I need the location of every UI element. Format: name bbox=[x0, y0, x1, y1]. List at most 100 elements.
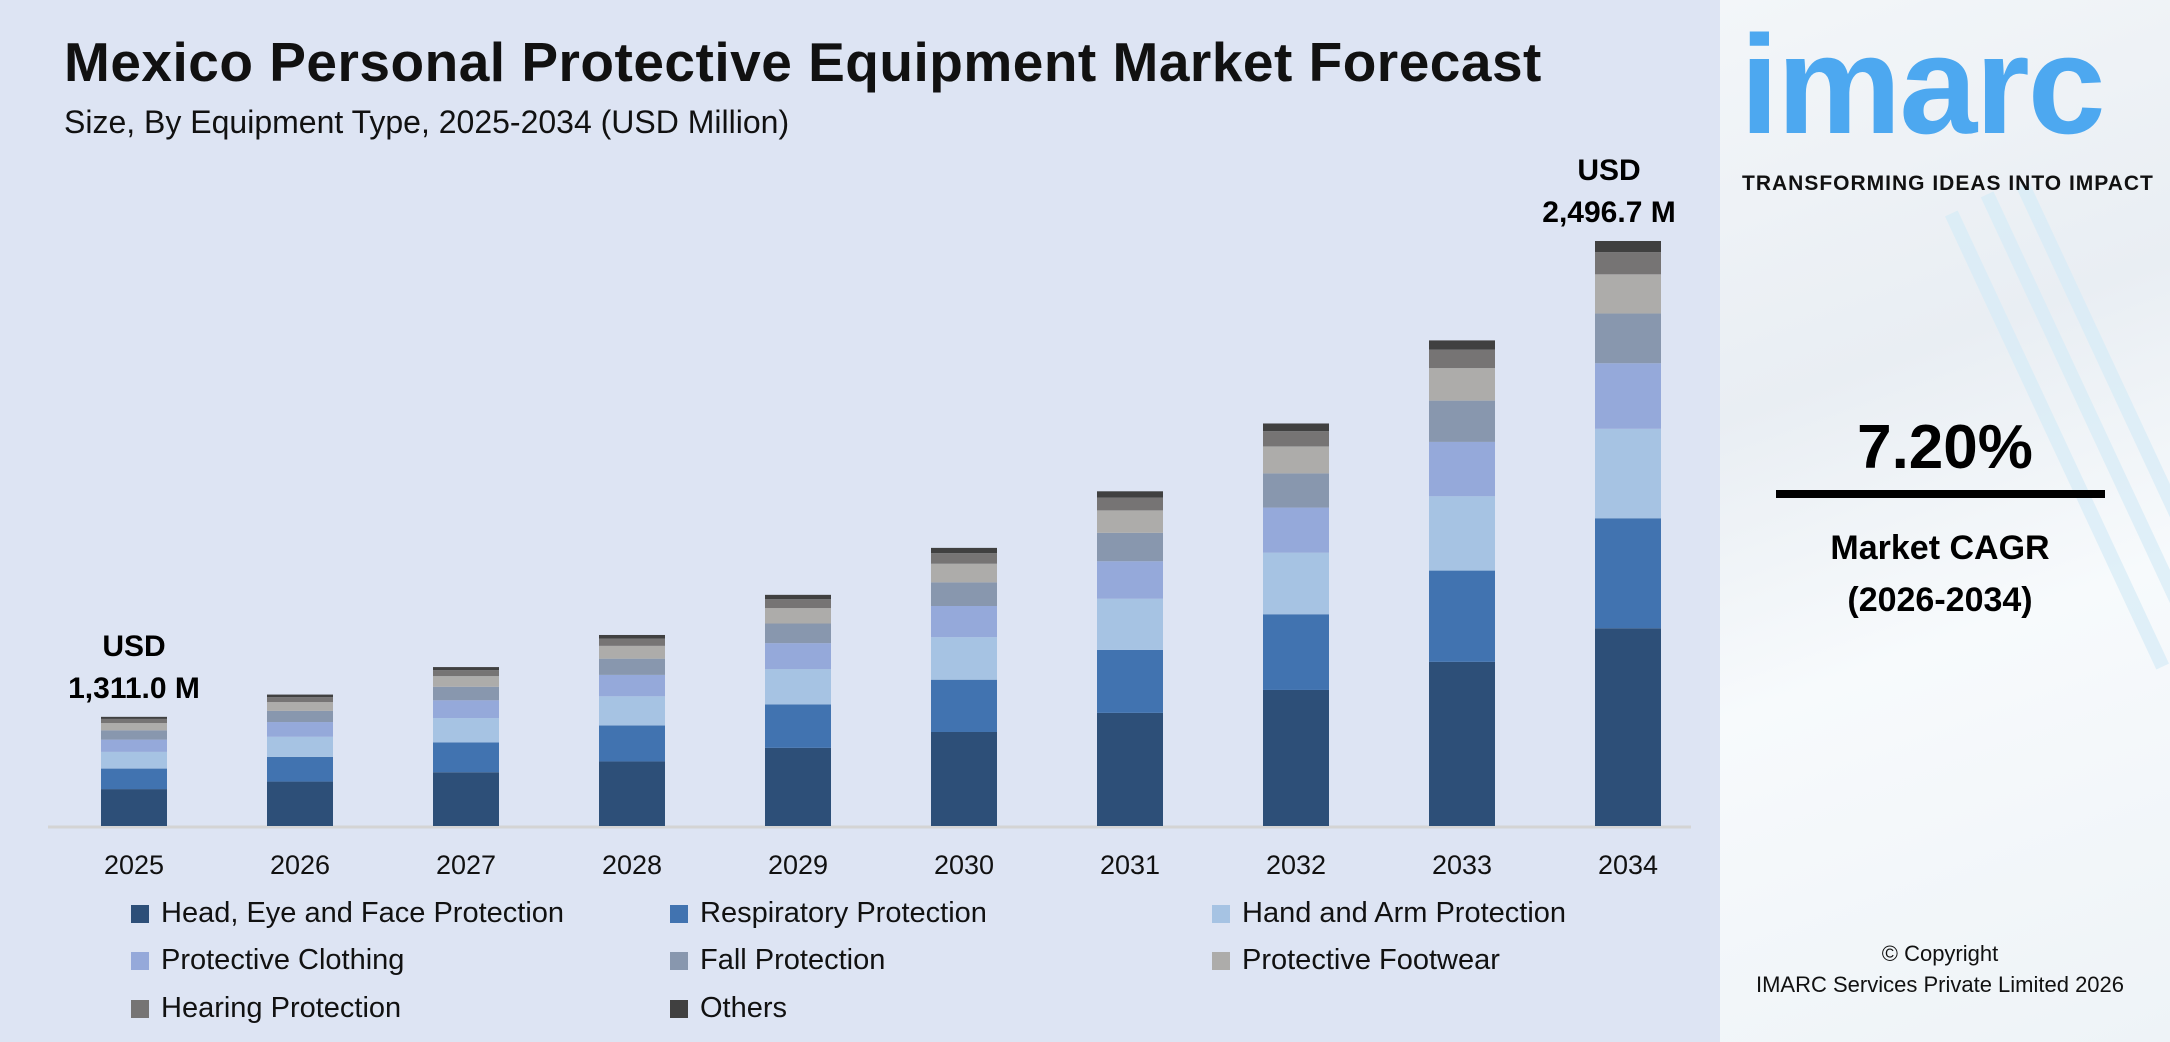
bar-segment-2027-2 bbox=[433, 718, 499, 743]
bar-segment-2031-4 bbox=[1097, 532, 1163, 562]
legend-item: Hearing Protection bbox=[131, 992, 401, 1025]
legend-swatch bbox=[131, 999, 149, 1018]
bar-segment-2025-7 bbox=[101, 716, 167, 719]
legend-swatch bbox=[670, 999, 688, 1018]
bar-segment-2027-7 bbox=[433, 667, 499, 671]
stacked-bar-chart: 2025 2026 2027 2028 2029 2030 2031 2032 2033 2034 bbox=[48, 241, 1691, 880]
bar-segment-2025-5 bbox=[101, 723, 167, 731]
bar-segment-2032-0 bbox=[1263, 689, 1329, 826]
last-value-label: USD 2,496.7 M bbox=[1479, 150, 1739, 234]
bar-segment-2029-7 bbox=[765, 594, 831, 600]
info-panel: imarc TRANSFORMING IDEAS INTO IMPACT 7.2… bbox=[1720, 0, 2170, 1042]
legend-swatch bbox=[131, 951, 149, 970]
bar-segment-2030-3 bbox=[931, 606, 997, 638]
bar-segment-2027-1 bbox=[433, 742, 499, 773]
bar-segment-2025-4 bbox=[101, 730, 167, 740]
bar-segment-2034-6 bbox=[1595, 252, 1661, 275]
bar-segment-2028-0 bbox=[599, 761, 665, 826]
x-tick-label: 2028 bbox=[602, 850, 662, 880]
legend-swatch bbox=[1212, 904, 1230, 923]
legend-label: Head, Eye and Face Protection bbox=[161, 897, 565, 929]
legend-swatch bbox=[670, 951, 688, 970]
bar-segment-2031-7 bbox=[1097, 491, 1163, 498]
bar-segment-2034-0 bbox=[1595, 628, 1661, 826]
bar-segment-2030-7 bbox=[931, 547, 997, 554]
bar-segment-2028-4 bbox=[599, 658, 665, 675]
bar-segment-2031-6 bbox=[1097, 497, 1163, 511]
bar-segment-2033-1 bbox=[1429, 570, 1495, 662]
chart-panel: Mexico Personal Protective Equipment Mar… bbox=[0, 0, 1720, 1042]
copyright: © Copyright IMARC Services Private Limit… bbox=[1720, 938, 2160, 1000]
legend-item: Protective Clothing bbox=[131, 944, 404, 977]
bar-segment-2026-7 bbox=[267, 694, 333, 698]
bar-segment-2032-5 bbox=[1263, 446, 1329, 474]
copyright-line2: IMARC Services Private Limited 2026 bbox=[1755, 972, 2125, 997]
legend-label: Hand and Arm Protection bbox=[1242, 897, 1567, 929]
bar-segment-2030-4 bbox=[931, 582, 997, 607]
legend-swatch bbox=[131, 904, 149, 923]
bar-segment-2025-1 bbox=[101, 768, 167, 790]
bar-segment-2029-2 bbox=[765, 669, 831, 705]
bar-segment-2033-6 bbox=[1429, 349, 1495, 369]
bar-segment-2027-3 bbox=[433, 700, 499, 719]
bar-segment-2032-6 bbox=[1263, 431, 1329, 447]
legend-item: Others bbox=[670, 992, 787, 1025]
bar-segment-2033-5 bbox=[1429, 368, 1495, 401]
bar-segment-2032-4 bbox=[1263, 473, 1329, 508]
bar-segment-2026-5 bbox=[267, 702, 333, 711]
bar-segment-2031-0 bbox=[1097, 712, 1163, 826]
legend-item: Head, Eye and Face Protection bbox=[131, 897, 564, 930]
bar-segment-2029-4 bbox=[765, 623, 831, 644]
bar-segment-2028-3 bbox=[599, 674, 665, 697]
x-tick-label: 2030 bbox=[934, 850, 994, 880]
bar-segment-2032-2 bbox=[1263, 552, 1329, 615]
x-tick-label: 2033 bbox=[1432, 850, 1492, 880]
x-tick-label: 2025 bbox=[104, 850, 164, 880]
bar-segment-2025-0 bbox=[101, 789, 167, 826]
cagr-value: 7.20% bbox=[1857, 413, 2033, 482]
bar-segment-2030-6 bbox=[931, 553, 997, 564]
bar-segment-2033-0 bbox=[1429, 661, 1495, 826]
bar-segment-2034-7 bbox=[1595, 241, 1661, 253]
bar-segment-2026-1 bbox=[267, 756, 333, 782]
x-tick-label: 2032 bbox=[1266, 850, 1326, 880]
bar-segment-2029-0 bbox=[765, 747, 831, 826]
bar-segment-2033-2 bbox=[1429, 496, 1495, 571]
bar-segment-2026-6 bbox=[267, 697, 333, 703]
imarc-logo: imarc bbox=[1740, 6, 2106, 163]
first-value-amount: 1,311.0 M bbox=[68, 672, 200, 705]
legend-label: Hearing Protection bbox=[161, 992, 402, 1024]
bar-segment-2027-4 bbox=[433, 686, 499, 701]
legend-swatch bbox=[1212, 951, 1230, 970]
legend-item: Hand and Arm Protection bbox=[1212, 897, 1566, 930]
x-tick-label: 2027 bbox=[436, 850, 496, 880]
bar-segment-2032-3 bbox=[1263, 507, 1329, 553]
x-tick-label: 2029 bbox=[768, 850, 828, 880]
bar-segment-2026-3 bbox=[267, 722, 333, 737]
bar-segment-2034-4 bbox=[1595, 313, 1661, 364]
legend-label: Protective Footwear bbox=[1242, 944, 1500, 976]
last-value-amount: 2,496.7 M bbox=[1542, 196, 1676, 229]
bar-segment-2033-3 bbox=[1429, 441, 1495, 497]
legend-swatch bbox=[670, 904, 688, 923]
bar-segment-2028-7 bbox=[599, 634, 665, 639]
legend-label: Others bbox=[700, 992, 788, 1024]
bar-segment-2025-6 bbox=[101, 718, 167, 724]
bar-segment-2026-4 bbox=[267, 710, 333, 723]
bar-segment-2028-6 bbox=[599, 638, 665, 646]
bar-segment-2029-5 bbox=[765, 608, 831, 624]
bar-segment-2034-3 bbox=[1595, 363, 1661, 429]
legend-item: Fall Protection bbox=[670, 944, 885, 977]
bar-segment-2025-2 bbox=[101, 751, 167, 769]
bar-segment-2030-5 bbox=[931, 563, 997, 583]
cagr-label: Market CAGR (2026-2034) bbox=[1720, 522, 2160, 626]
legend-item: Protective Footwear bbox=[1212, 944, 1500, 977]
chart-subtitle: Size, By Equipment Type, 2025-2034 (USD … bbox=[64, 104, 790, 140]
bar-segment-2033-7 bbox=[1429, 340, 1495, 350]
bar-segment-2029-3 bbox=[765, 643, 831, 670]
bar-segment-2031-3 bbox=[1097, 561, 1163, 599]
bar-segment-2031-5 bbox=[1097, 510, 1163, 533]
chart-title: Mexico Personal Protective Equipment Mar… bbox=[64, 31, 1542, 93]
brand-tagline: TRANSFORMING IDEAS INTO IMPACT bbox=[1742, 172, 2154, 195]
cagr-label-line1: Market CAGR bbox=[1830, 529, 2050, 567]
